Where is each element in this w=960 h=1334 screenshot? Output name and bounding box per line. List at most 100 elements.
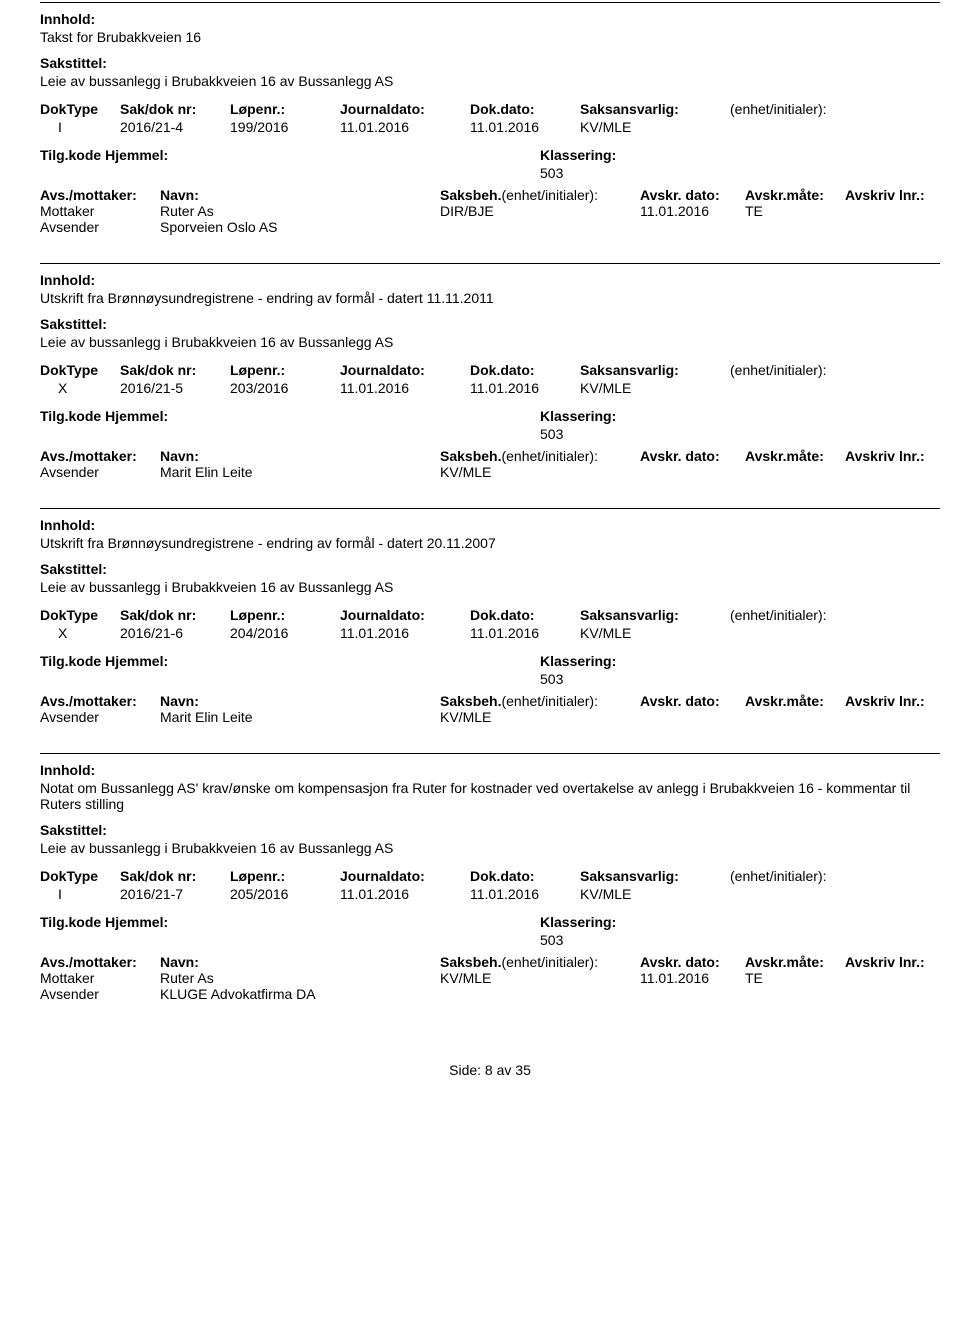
sakdoknr-value: 2016/21-7 xyxy=(120,886,230,902)
party-avskrivlnr xyxy=(845,709,940,725)
tilgkode-hjemmel-value xyxy=(40,426,540,442)
label-journaldato: Journaldato: xyxy=(340,101,470,117)
label-lopenr: Løpenr.: xyxy=(230,362,340,378)
doc-header-row: DokType Sak/dok nr: Løpenr.: Journaldato… xyxy=(40,362,940,378)
label-avskrivlnr: Avskriv lnr.: xyxy=(845,187,940,203)
label-tilgkode-hjemmel: Tilg.kode Hjemmel: xyxy=(40,914,540,930)
party-role: Mottaker xyxy=(40,970,160,986)
label-dokdato: Dok.dato: xyxy=(470,101,580,117)
label-avsmottaker: Avs./mottaker: xyxy=(40,448,160,464)
label-klassering: Klassering: xyxy=(540,653,940,669)
label-klassering: Klassering: xyxy=(540,914,940,930)
party-avskrivlnr xyxy=(845,219,940,235)
journal-record: Innhold: Takst for Brubakkveien 16 Sakst… xyxy=(40,2,940,259)
divider xyxy=(40,263,940,264)
party-saksbeh xyxy=(440,219,640,235)
enhetinit-value xyxy=(730,625,930,641)
lopenr-value: 204/2016 xyxy=(230,625,340,641)
label-journaldato: Journaldato: xyxy=(340,607,470,623)
label-avsmottaker: Avs./mottaker: xyxy=(40,187,160,203)
label-sakstittel: Sakstittel: xyxy=(40,55,940,71)
party-role: Avsender xyxy=(40,986,160,1002)
lopenr-value: 199/2016 xyxy=(230,119,340,135)
label-doktype: DokType xyxy=(40,362,120,378)
party-row: Avsender Sporveien Oslo AS xyxy=(40,219,940,235)
party-role: Avsender xyxy=(40,464,160,480)
meta-value-row: 503 xyxy=(40,671,940,687)
meta-value-row: 503 xyxy=(40,426,940,442)
divider xyxy=(40,508,940,509)
meta-header-row: Tilg.kode Hjemmel: Klassering: xyxy=(40,147,940,163)
sakdoknr-value: 2016/21-4 xyxy=(120,119,230,135)
party-header-row: Avs./mottaker: Navn: Saksbeh.(enhet/init… xyxy=(40,693,940,709)
party-name: Marit Elin Leite xyxy=(160,464,440,480)
label-dokdato: Dok.dato: xyxy=(470,607,580,623)
label-lopenr: Løpenr.: xyxy=(230,607,340,623)
label-klassering: Klassering: xyxy=(540,408,940,424)
label-avskrdato: Avskr. dato: xyxy=(640,187,745,203)
enhetinit-value xyxy=(730,380,930,396)
party-avskrivlnr xyxy=(845,986,940,1002)
party-avskrdato xyxy=(640,986,745,1002)
tilgkode-hjemmel-value xyxy=(40,932,540,948)
label-avskrdato: Avskr. dato: xyxy=(640,448,745,464)
label-doktype: DokType xyxy=(40,607,120,623)
label-sakstittel: Sakstittel: xyxy=(40,316,940,332)
party-header-row: Avs./mottaker: Navn: Saksbeh.(enhet/init… xyxy=(40,954,940,970)
klassering-value: 503 xyxy=(540,426,940,442)
journaldato-value: 11.01.2016 xyxy=(340,625,470,641)
journaldato-value: 11.01.2016 xyxy=(340,886,470,902)
doktype-value: I xyxy=(40,119,120,135)
label-saksbeh: Saksbeh.(enhet/initialer): xyxy=(440,448,640,464)
label-saksansvarlig: Saksansvarlig: xyxy=(580,101,730,117)
label-saksansvarlig: Saksansvarlig: xyxy=(580,362,730,378)
party-name: Sporveien Oslo AS xyxy=(160,219,440,235)
label-enhetinit: (enhet/initialer): xyxy=(730,362,930,378)
label-avskrivlnr: Avskriv lnr.: xyxy=(845,448,940,464)
party-row: Mottaker Ruter As KV/MLE 11.01.2016 TE xyxy=(40,970,940,986)
lopenr-value: 203/2016 xyxy=(230,380,340,396)
label-sakdoknr: Sak/dok nr: xyxy=(120,607,230,623)
meta-value-row: 503 xyxy=(40,932,940,948)
party-avskrivlnr xyxy=(845,970,940,986)
doc-header-row: DokType Sak/dok nr: Løpenr.: Journaldato… xyxy=(40,607,940,623)
label-klassering: Klassering: xyxy=(540,147,940,163)
party-saksbeh: KV/MLE xyxy=(440,970,640,986)
label-avskrdato: Avskr. dato: xyxy=(640,693,745,709)
label-saksbeh: Saksbeh.(enhet/initialer): xyxy=(440,187,640,203)
party-row: Avsender KLUGE Advokatfirma DA xyxy=(40,986,940,1002)
doktype-value: X xyxy=(40,625,120,641)
party-name: Marit Elin Leite xyxy=(160,709,440,725)
divider xyxy=(40,2,940,3)
sakstittel-text: Leie av bussanlegg i Brubakkveien 16 av … xyxy=(40,579,940,595)
party-role: Avsender xyxy=(40,219,160,235)
party-avskrdato: 11.01.2016 xyxy=(640,203,745,219)
party-name: Ruter As xyxy=(160,203,440,219)
records-container: Innhold: Takst for Brubakkveien 16 Sakst… xyxy=(40,2,940,1026)
label-navn: Navn: xyxy=(160,693,440,709)
journal-record: Innhold: Notat om Bussanlegg AS' krav/øn… xyxy=(40,753,940,1026)
tilgkode-hjemmel-value xyxy=(40,671,540,687)
party-avskrdato xyxy=(640,219,745,235)
label-journaldato: Journaldato: xyxy=(340,362,470,378)
party-role: Avsender xyxy=(40,709,160,725)
doc-value-row: I 2016/21-4 199/2016 11.01.2016 11.01.20… xyxy=(40,119,940,135)
party-saksbeh: KV/MLE xyxy=(440,464,640,480)
party-avskrivlnr xyxy=(845,203,940,219)
label-dokdato: Dok.dato: xyxy=(470,362,580,378)
doc-value-row: I 2016/21-7 205/2016 11.01.2016 11.01.20… xyxy=(40,886,940,902)
label-saksansvarlig: Saksansvarlig: xyxy=(580,868,730,884)
label-dokdato: Dok.dato: xyxy=(470,868,580,884)
label-navn: Navn: xyxy=(160,954,440,970)
page-footer: Side: 8 av 35 xyxy=(40,1062,940,1078)
journaldato-value: 11.01.2016 xyxy=(340,119,470,135)
sakstittel-text: Leie av bussanlegg i Brubakkveien 16 av … xyxy=(40,334,940,350)
label-doktype: DokType xyxy=(40,868,120,884)
party-row: Avsender Marit Elin Leite KV/MLE xyxy=(40,709,940,725)
party-avskrmate: TE xyxy=(745,203,845,219)
label-tilgkode-hjemmel: Tilg.kode Hjemmel: xyxy=(40,653,540,669)
label-enhetinit: (enhet/initialer): xyxy=(730,101,930,117)
dokdato-value: 11.01.2016 xyxy=(470,886,580,902)
party-name: KLUGE Advokatfirma DA xyxy=(160,986,440,1002)
party-saksbeh xyxy=(440,986,640,1002)
